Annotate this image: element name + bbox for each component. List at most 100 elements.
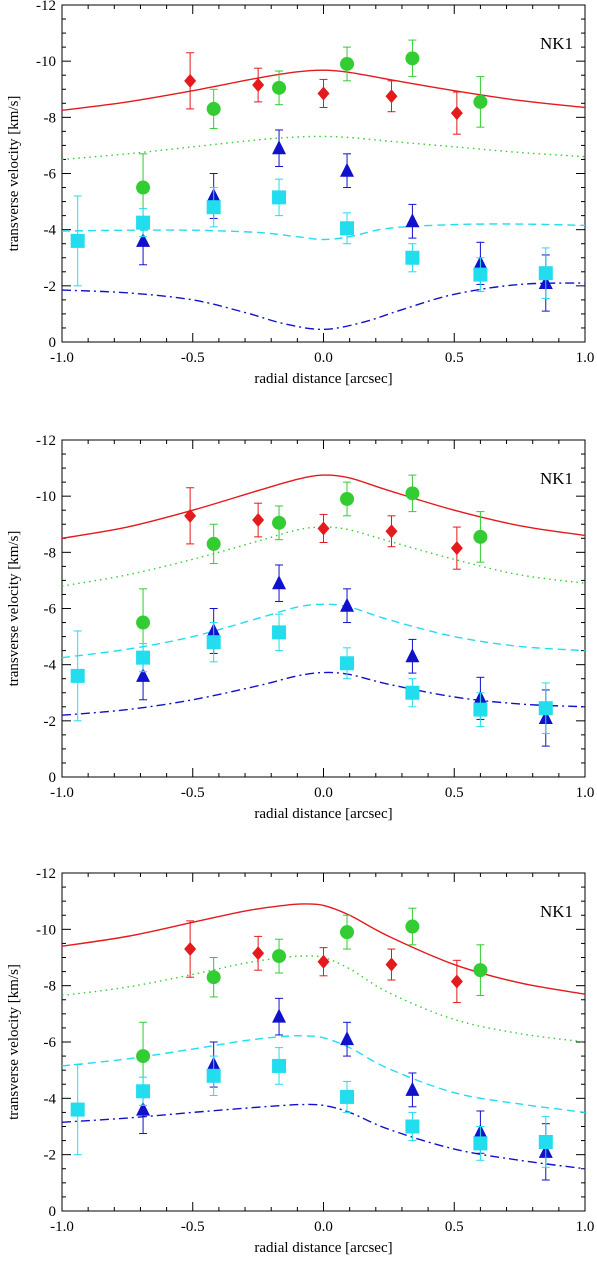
panel-3-ytick-label: -2 bbox=[44, 1148, 57, 1164]
panel-3-point-cyan-square bbox=[272, 1058, 287, 1073]
panel-1-label-nk1: NK1 bbox=[540, 34, 573, 53]
panel-1-point-blue-triangle bbox=[340, 162, 355, 177]
panel-2-ytick-label: -2 bbox=[44, 714, 57, 730]
panel-2-point-cyan-square bbox=[538, 701, 553, 716]
panel-1-point-green-circle bbox=[340, 56, 355, 71]
panel-3-point-red-diamond bbox=[252, 946, 265, 961]
panel-2-point-blue-triangle bbox=[340, 597, 355, 612]
panel-3-ytick-label: -4 bbox=[44, 1091, 57, 1107]
panel-1-ytick-label: -6 bbox=[44, 167, 57, 183]
panel-1-xtick-label: 0.5 bbox=[445, 350, 464, 366]
panel-2-point-blue-triangle bbox=[405, 648, 420, 663]
panel-2-plot-frame bbox=[61, 439, 586, 778]
panel-3-curve-dotted-green bbox=[62, 955, 585, 1043]
panel-3-point-red-diamond bbox=[385, 957, 398, 972]
panel-2-point-red-diamond bbox=[385, 524, 398, 539]
panel-1-point-cyan-square bbox=[70, 233, 85, 248]
panel-1-ytick-label: -8 bbox=[44, 110, 57, 126]
panel-3-point-green-circle bbox=[405, 919, 420, 934]
panel-2-x-axis-title: radial distance [arcsec] bbox=[254, 806, 392, 822]
panel-2-point-cyan-square bbox=[70, 668, 85, 683]
panel-3-point-cyan-square bbox=[340, 1089, 355, 1104]
panel-3-point-red-diamond bbox=[450, 974, 463, 989]
panel-1-ytick-label: 0 bbox=[49, 335, 57, 351]
panel-2-point-cyan-square bbox=[272, 625, 287, 640]
panel-1-point-cyan-square bbox=[272, 190, 287, 205]
panel-3-curve-dashdot-blue bbox=[62, 1103, 585, 1170]
panel-1-xtick-label: -0.5 bbox=[181, 350, 205, 366]
panel-2-y-axis-title: transverse velocity [km/s] bbox=[6, 531, 22, 687]
panel-1-ytick-label: -2 bbox=[44, 279, 57, 295]
panel-3-xtick-label: -0.5 bbox=[181, 1219, 205, 1235]
panel-3-ytick-label: -8 bbox=[44, 979, 57, 995]
panel-1-xtick-label: -1.0 bbox=[50, 350, 74, 366]
panel-1-point-red-diamond bbox=[317, 86, 330, 101]
panel-2-xtick-label: -1.0 bbox=[50, 785, 74, 801]
panel-3-curve-solid-red bbox=[62, 903, 585, 995]
panel-1-point-red-diamond bbox=[385, 89, 398, 104]
panel-2-point-cyan-square bbox=[473, 702, 488, 717]
panel-2-point-green-circle bbox=[405, 486, 420, 501]
panel-2-point-cyan-square bbox=[405, 685, 420, 700]
panel-1-point-cyan-square bbox=[473, 267, 488, 282]
panel-1-point-cyan-square bbox=[340, 221, 355, 236]
panel-1-y-axis-title: transverse velocity [km/s] bbox=[6, 96, 22, 252]
panel-1-point-green-circle bbox=[206, 101, 221, 116]
panel-2-point-green-circle bbox=[272, 515, 287, 530]
panel-2-point-red-diamond bbox=[450, 541, 463, 556]
panel-2-point-blue-triangle bbox=[136, 667, 151, 682]
panel-3-point-blue-triangle bbox=[272, 1008, 287, 1023]
panel-3-ytick-label: -10 bbox=[36, 922, 56, 938]
panel-1-point-green-circle bbox=[405, 51, 420, 66]
panel-2-curve-solid-red bbox=[62, 474, 585, 539]
panel-3-point-cyan-square bbox=[405, 1119, 420, 1134]
panel-1-point-red-diamond bbox=[184, 73, 197, 88]
panel-2-ytick-label: -12 bbox=[36, 433, 56, 449]
panel-3-point-red-diamond bbox=[184, 942, 197, 957]
panel-3-point-green-circle bbox=[272, 949, 287, 964]
panel-2-point-green-circle bbox=[206, 536, 221, 551]
panel-1-point-green-circle bbox=[272, 80, 287, 95]
panel-2-point-green-circle bbox=[340, 491, 355, 506]
panel-2-point-cyan-square bbox=[136, 650, 151, 665]
panel-3-point-cyan-square bbox=[206, 1068, 221, 1083]
panel-3-ytick-label: -12 bbox=[36, 866, 56, 882]
panel-1-ytick-label: -12 bbox=[36, 0, 56, 14]
panel-2-xtick-label: -0.5 bbox=[181, 785, 205, 801]
panel-1-point-cyan-square bbox=[405, 250, 420, 265]
panel-1-xtick-label: 0.0 bbox=[314, 350, 333, 366]
panel-3-point-cyan-square bbox=[538, 1134, 553, 1149]
panel-3-label-nk1: NK1 bbox=[540, 902, 573, 921]
panel-3-point-green-circle bbox=[473, 963, 488, 978]
panel-3-xtick-label: 0.5 bbox=[445, 1219, 464, 1235]
panel-3-point-cyan-square bbox=[70, 1102, 85, 1117]
panel-2-point-red-diamond bbox=[317, 521, 330, 536]
panel-2-ytick-label: -6 bbox=[44, 602, 57, 618]
panel-2-ytick-label: -8 bbox=[44, 545, 57, 561]
panel-1-point-cyan-square bbox=[538, 266, 553, 281]
panel-2-xtick-label: 1.0 bbox=[576, 785, 595, 801]
panel-3-point-cyan-square bbox=[473, 1136, 488, 1151]
panel-1-curve-solid-red bbox=[62, 69, 585, 112]
panel-3-chart: -1.0 -0.5 0.0 0.5 1.0 -12 -10 -8 -6 -4 -2 0 radial d… bbox=[6, 866, 594, 1256]
panel-1-curve-dashed-cyan bbox=[62, 223, 585, 241]
panel-3-point-cyan-square bbox=[136, 1084, 151, 1099]
panel-1-ytick-label: -4 bbox=[44, 223, 57, 239]
panel-2-ytick-label: 0 bbox=[49, 770, 57, 786]
panel-2-point-cyan-square bbox=[340, 656, 355, 671]
panel-2-curve-dashed-cyan bbox=[62, 603, 585, 659]
panel-1-point-green-circle bbox=[136, 180, 151, 195]
panel-3-xtick-label: -1.0 bbox=[50, 1219, 74, 1235]
panel-3-point-green-circle bbox=[206, 970, 221, 985]
panel-2-ytick-label: -4 bbox=[44, 658, 57, 674]
panel-3-point-blue-triangle bbox=[136, 1101, 151, 1116]
panel-1-point-red-diamond bbox=[252, 78, 265, 93]
panel-2-xtick-label: 0.5 bbox=[445, 785, 464, 801]
panel-1-point-red-diamond bbox=[450, 106, 463, 121]
panel-3-y-axis-title: transverse velocity [km/s] bbox=[6, 964, 22, 1120]
panel-2-point-green-circle bbox=[136, 615, 151, 630]
panel-3-point-blue-triangle bbox=[340, 1031, 355, 1046]
panel-1-curve-dashdot-blue bbox=[62, 282, 585, 331]
panel-2-label-nk1: NK1 bbox=[540, 469, 573, 488]
panel-3-point-green-circle bbox=[136, 1049, 151, 1064]
